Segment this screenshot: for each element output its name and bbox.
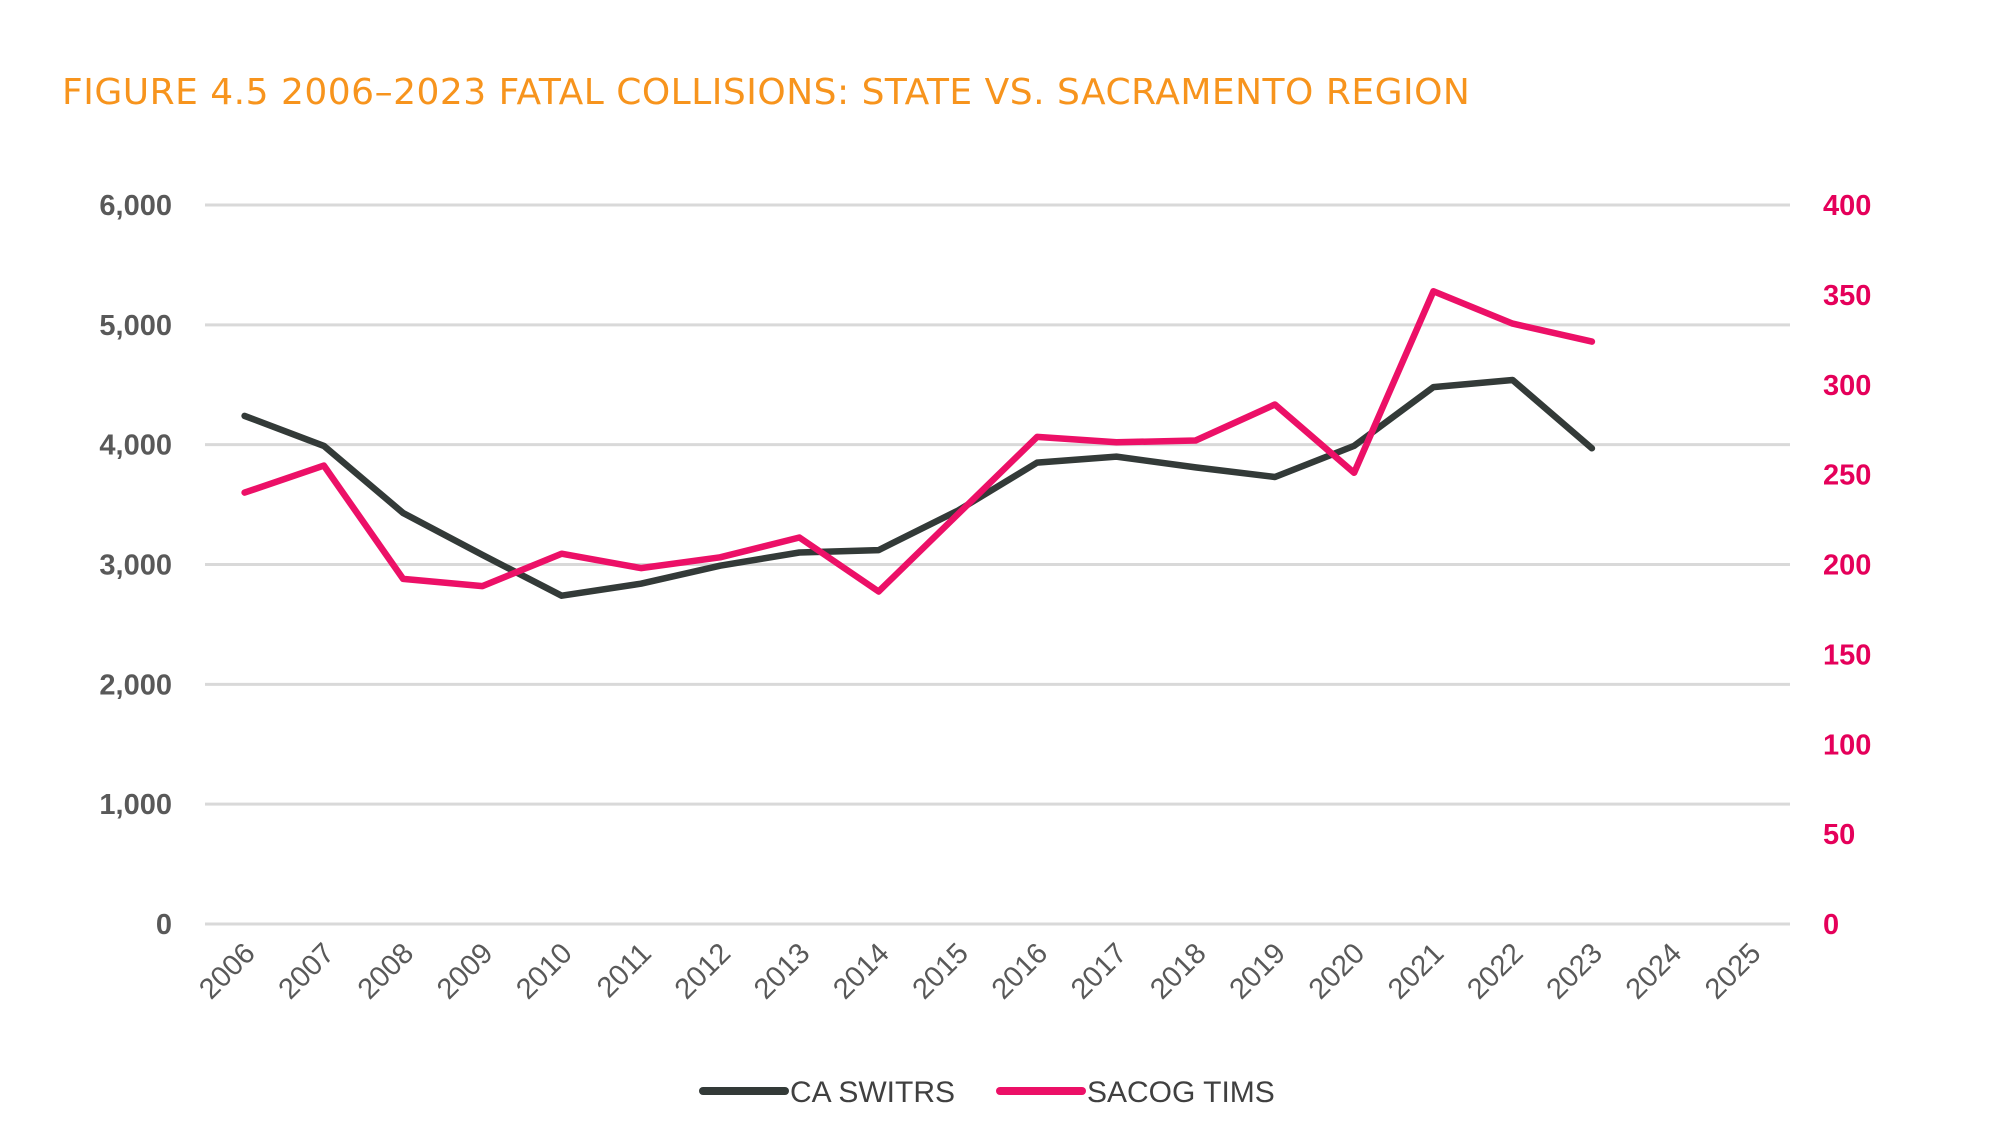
legend-label: SACOG TIMS [1087,1076,1275,1109]
x-axis-tick-label: 2016 [986,937,1054,1005]
right-axis-tick-label: 300 [1823,370,1871,402]
chart-title: FIGURE 4.5 2006–2023 FATAL COLLISIONS: S… [62,72,1471,113]
x-axis-tick-label: 2022 [1461,937,1529,1005]
right-axis-tick-label: 0 [1823,909,1839,941]
right-axis-tick-label: 350 [1823,280,1871,312]
series-line-sacog-tims [241,288,1596,595]
x-axis-tick-label: 2018 [1144,937,1212,1005]
left-axis-tick-label: 2,000 [99,669,172,701]
x-axis-tick-label: 2019 [1224,937,1292,1005]
x-axis-tick-label: 2007 [273,937,341,1005]
right-axis-tick-label: 250 [1823,460,1871,492]
x-axis-tick-label: 2009 [431,937,499,1005]
x-axis-tick-label: 2020 [1303,937,1371,1005]
left-axis-ticks: 0 1,000 2,000 3,000 4,000 5,000 6,000 [99,190,172,941]
x-axis-tick-label: 2023 [1541,937,1609,1005]
left-axis-tick-label: 3,000 [99,550,172,582]
x-axis-tick-label: 2017 [1065,937,1133,1005]
x-axis-tick-label: 2011 [591,937,658,1004]
x-axis-ticks: 2006 2007 2008 2009 2010 2011 2012 2013 2014 2015… [193,937,1767,1005]
x-axis-tick-label: 2015 [907,937,975,1005]
x-axis-tick-label: 2008 [352,937,420,1005]
x-axis-tick-label: 2024 [1620,937,1688,1005]
right-axis-ticks: 0 50 100 150 200 250 300 350 400 [1823,190,1871,941]
x-axis-tick-label: 2006 [193,937,261,1005]
right-axis-tick-label: 100 [1823,729,1871,761]
series-lines [241,288,1596,599]
x-axis-tick-label: 2014 [827,937,895,1005]
right-axis-tick-label: 200 [1823,550,1871,582]
gridlines [205,203,1790,926]
left-axis-tick-label: 5,000 [99,310,172,342]
x-axis-tick-label: 2013 [748,937,816,1005]
left-axis-tick-label: 4,000 [99,430,172,462]
left-axis-tick-label: 1,000 [99,789,172,821]
x-axis-tick-label: 2021 [1382,937,1450,1005]
right-axis-tick-label: 50 [1823,819,1855,851]
x-axis-tick-label: 2025 [1699,937,1767,1005]
legend: CA SWITRS SACOG TIMS [699,1076,1275,1109]
x-axis-tick-label: 2010 [510,937,578,1005]
legend-label: CA SWITRS [790,1076,955,1109]
right-axis-tick-label: 150 [1823,639,1871,671]
right-axis-tick-label: 400 [1823,190,1871,222]
left-axis-tick-label: 6,000 [99,190,172,222]
left-axis-tick-label: 0 [156,909,172,941]
x-axis-tick-label: 2012 [669,937,737,1005]
